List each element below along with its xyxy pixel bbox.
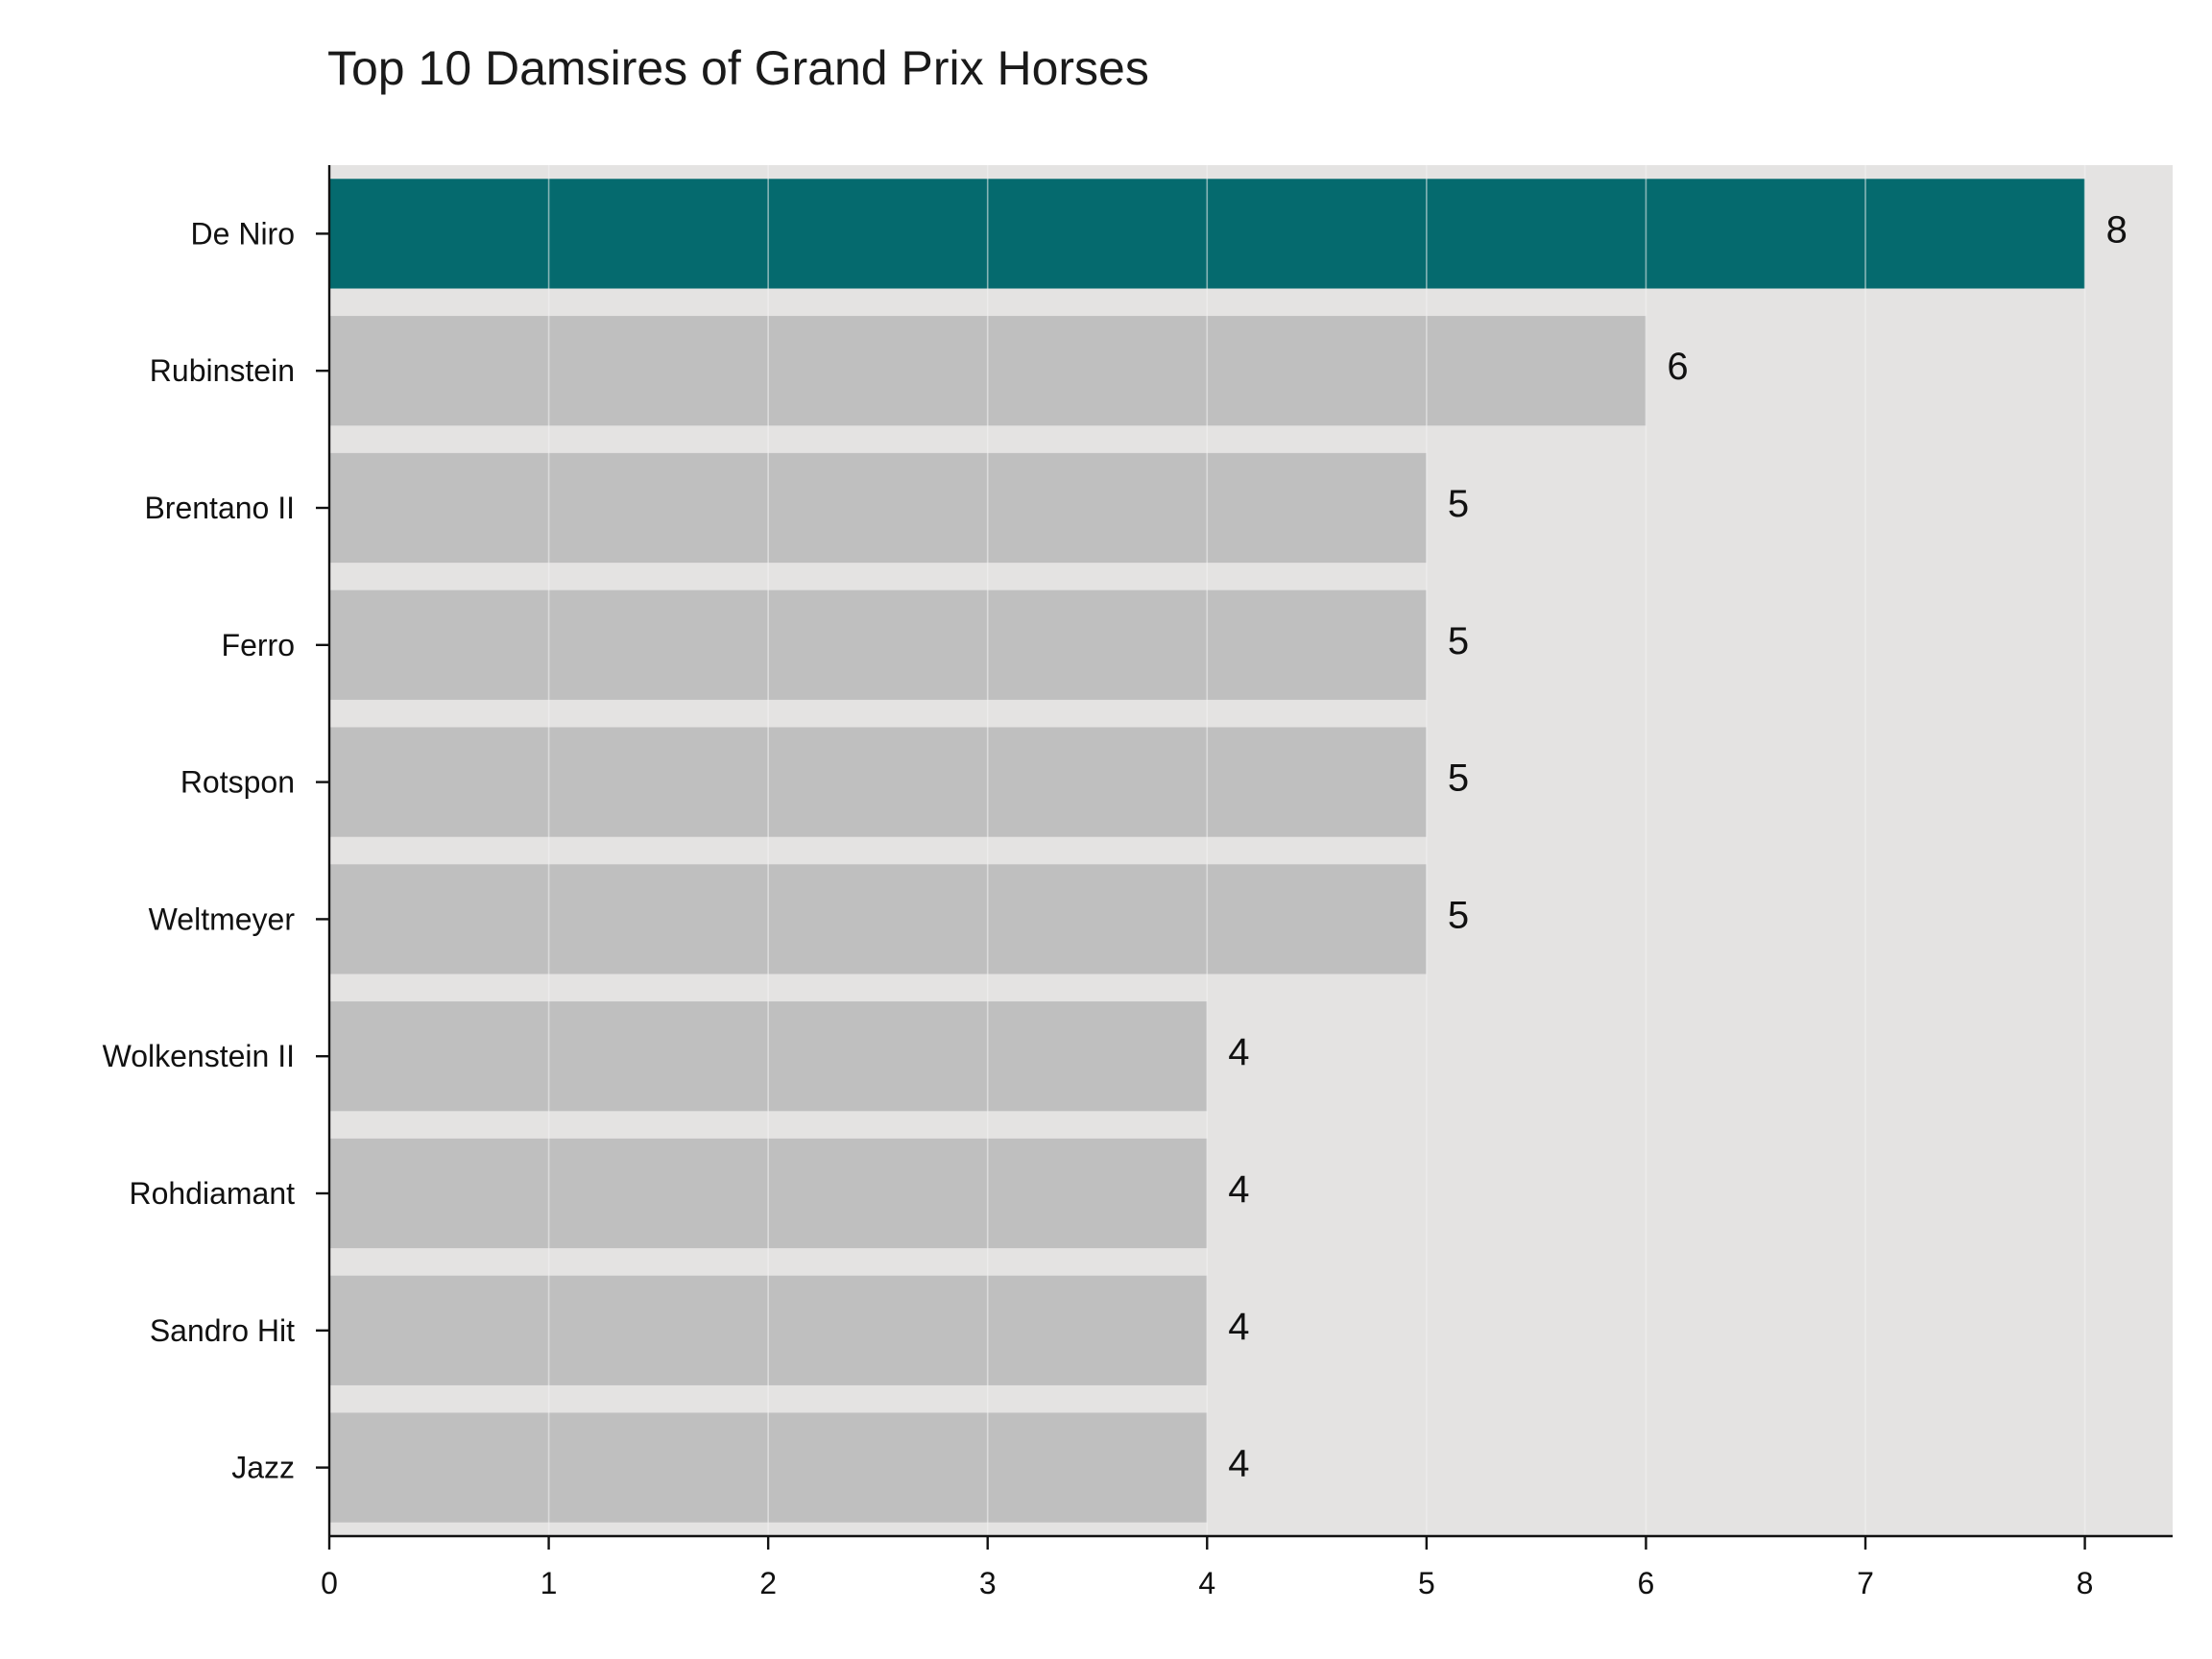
value-label-9: 4 bbox=[1228, 1443, 1249, 1485]
value-label-7: 4 bbox=[1228, 1168, 1249, 1211]
x-tick-label-4: 4 bbox=[1198, 1566, 1215, 1600]
x-tick-label-0: 0 bbox=[321, 1566, 338, 1600]
category-label-7: Rohdiamant bbox=[129, 1176, 295, 1211]
category-label-8: Sandro Hit bbox=[150, 1313, 295, 1348]
category-label-1: Rubinstein bbox=[150, 353, 295, 388]
value-label-1: 6 bbox=[1667, 346, 1688, 388]
bar-3 bbox=[329, 589, 1427, 700]
category-label-6: Wolkenstein II bbox=[103, 1039, 295, 1073]
category-label-5: Weltmeyer bbox=[149, 902, 296, 936]
x-tick-label-6: 6 bbox=[1638, 1566, 1655, 1600]
value-label-0: 8 bbox=[2106, 208, 2128, 251]
bar-5 bbox=[329, 864, 1427, 974]
x-tick-label-8: 8 bbox=[2077, 1566, 2094, 1600]
value-label-2: 5 bbox=[1448, 483, 1469, 525]
value-label-3: 5 bbox=[1448, 620, 1469, 662]
category-label-3: Ferro bbox=[222, 628, 295, 662]
x-tick-label-7: 7 bbox=[1857, 1566, 1874, 1600]
value-label-5: 5 bbox=[1448, 894, 1469, 936]
bar-2 bbox=[329, 452, 1427, 564]
labels: 0 1 2 3 4 5 6 7 8 De Niro 8 Rubinstein 6 Brentano II 5… bbox=[103, 208, 2128, 1600]
chart-title: Top 10 Damsires of Grand Prix Horses bbox=[327, 41, 1149, 95]
bar-4 bbox=[329, 727, 1427, 837]
category-label-0: De Niro bbox=[191, 216, 295, 251]
gridlines bbox=[547, 165, 2086, 1536]
category-label-4: Rotspon bbox=[180, 765, 295, 800]
value-label-6: 4 bbox=[1228, 1031, 1249, 1073]
category-label-2: Brentano II bbox=[144, 491, 295, 525]
x-tick-label-1: 1 bbox=[541, 1566, 558, 1600]
axes bbox=[316, 165, 2173, 1550]
category-label-9: Jazz bbox=[231, 1451, 295, 1485]
value-label-8: 4 bbox=[1228, 1306, 1249, 1348]
x-tick-label-5: 5 bbox=[1418, 1566, 1435, 1600]
x-tick-label-3: 3 bbox=[979, 1566, 997, 1600]
x-tick-label-2: 2 bbox=[759, 1566, 777, 1600]
value-label-4: 5 bbox=[1448, 757, 1469, 800]
